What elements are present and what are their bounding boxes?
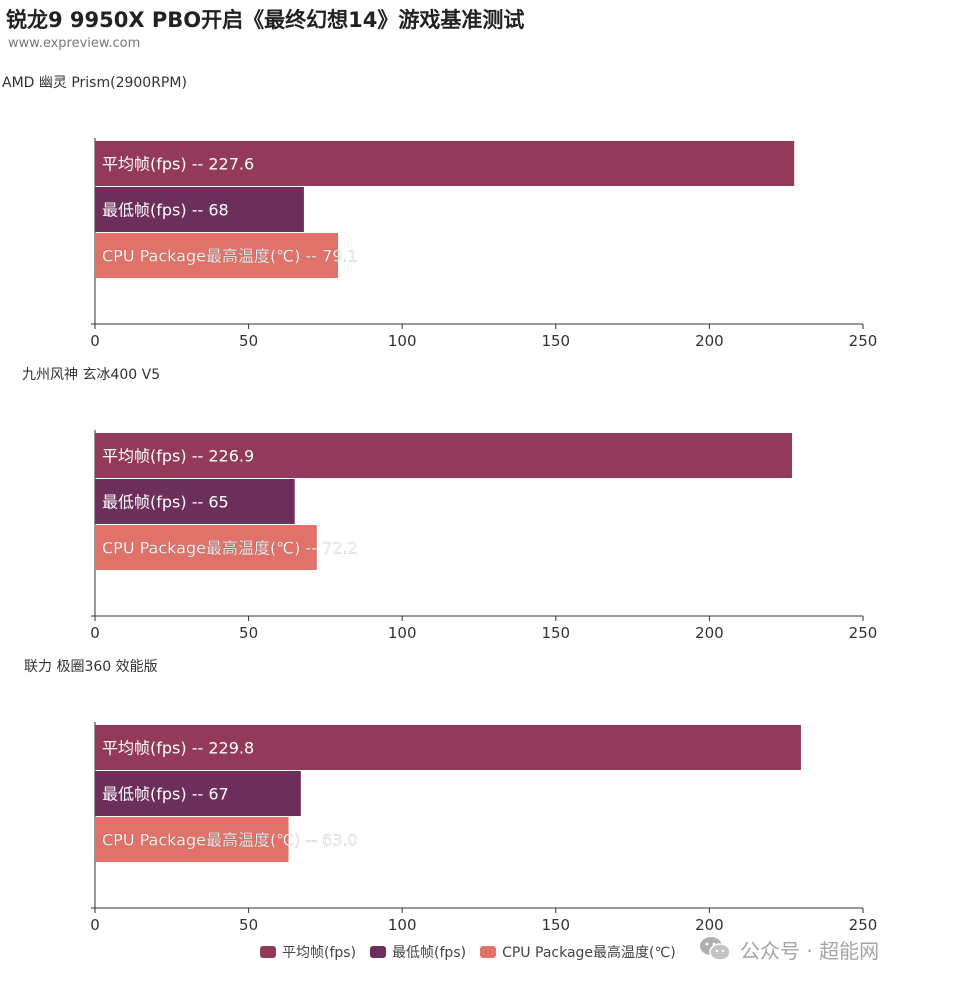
- legend-label-avg-fps: 平均帧(fps): [282, 945, 357, 961]
- x-tick-label: 250: [849, 332, 878, 350]
- bar-min-fps[interactable]: [95, 771, 301, 816]
- bar-cpu-temp[interactable]: [95, 233, 338, 278]
- watermark-text: 公众号 · 超能网: [740, 938, 880, 963]
- bar-label-cpu-temp: CPU Package最高温度(℃) -- 72.2: [102, 539, 358, 558]
- x-tick-label: 150: [541, 332, 570, 350]
- legend-swatch-cpu-temp: [480, 946, 497, 958]
- x-tick-label: 250: [849, 916, 878, 934]
- x-tick-label: 0: [90, 332, 100, 350]
- watermark: 公众号 · 超能网: [698, 934, 879, 964]
- x-tick-label: 150: [541, 916, 570, 934]
- chart-title-main: 锐龙9 9950X PBO开启《最终幻想14》游戏基准测试: [6, 8, 525, 32]
- x-tick-label: 100: [388, 916, 417, 934]
- subchart-title: AMD 幽灵 Prism(2900RPM): [2, 75, 187, 91]
- bar-cpu-temp[interactable]: [95, 525, 317, 570]
- bar-label-avg-fps: 平均帧(fps) -- 227.6: [102, 155, 254, 174]
- subchart-3: 联力 极圈360 效能版 0 50 100 150 200 250 平均帧(fps) -- 2…: [0, 652, 960, 944]
- bar-label-cpu-temp: CPU Package最高温度(℃) -- 79.1: [102, 247, 358, 266]
- bar-cpu-temp[interactable]: [95, 817, 289, 862]
- x-tick-label: 50: [239, 332, 258, 350]
- subchart-plot: 0 50 100 150 200 250 平均帧(fps) -- 227.6 最低帧(fps)…: [90, 138, 878, 350]
- bar-label-avg-fps: 平均帧(fps) -- 226.9: [102, 447, 254, 466]
- bar-label-min-fps: 最低帧(fps) -- 65: [102, 493, 229, 512]
- legend-label-cpu-temp: CPU Package最高温度(℃): [502, 945, 676, 961]
- legend-item-avg-fps[interactable]: 平均帧(fps): [260, 942, 356, 962]
- subchart-plot: 0 50 100 150 200 250 平均帧(fps) -- 226.9 最低帧(fps)…: [90, 430, 878, 642]
- bar-label-avg-fps: 平均帧(fps) -- 229.8: [102, 739, 254, 758]
- x-tick-label: 50: [239, 624, 258, 642]
- x-tick-label: 0: [90, 624, 100, 642]
- subchart-plot: 0 50 100 150 200 250 平均帧(fps) -- 229.8 最低帧(fps)…: [90, 722, 878, 934]
- x-tick-label: 100: [388, 624, 417, 642]
- x-tick-label: 200: [695, 332, 724, 350]
- subchart-1: AMD 幽灵 Prism(2900RPM) 0 50 100 150 200 250 平均帧(…: [0, 68, 960, 360]
- bar-min-fps[interactable]: [95, 479, 295, 524]
- bar-label-cpu-temp: CPU Package最高温度(℃) -- 63.0: [102, 831, 358, 850]
- subchart-2: 九州风神 玄冰400 V5 0 50 100 150 200 250 平均帧(fps) -- …: [0, 360, 960, 652]
- wechat-icon: [700, 937, 731, 961]
- legend-label-min-fps: 最低帧(fps): [392, 945, 467, 961]
- x-tick-label: 250: [849, 624, 878, 642]
- subchart-title: 联力 极圈360 效能版: [24, 659, 158, 675]
- chart-subtitle-source: www.expreview.com: [8, 36, 141, 51]
- bar-avg-fps[interactable]: [95, 725, 801, 770]
- bar-min-fps[interactable]: [95, 187, 304, 232]
- bar-avg-fps[interactable]: [95, 433, 793, 478]
- bar-label-min-fps: 最低帧(fps) -- 68: [102, 201, 229, 220]
- bar-label-min-fps: 最低帧(fps) -- 67: [102, 785, 229, 804]
- x-tick-label: 200: [695, 916, 724, 934]
- subchart-title: 九州风神 玄冰400 V5: [22, 367, 161, 383]
- x-tick-label: 50: [239, 916, 258, 934]
- legend-item-min-fps[interactable]: 最低帧(fps): [370, 942, 466, 962]
- bar-avg-fps[interactable]: [95, 141, 795, 186]
- chart-legend: 平均帧(fps) 最低帧(fps) CPU Package最高温度(℃): [260, 942, 690, 962]
- legend-swatch-min-fps: [370, 946, 387, 958]
- x-tick-label: 100: [388, 332, 417, 350]
- x-tick-label: 150: [541, 624, 570, 642]
- x-tick-label: 200: [695, 624, 724, 642]
- x-tick-label: 0: [90, 916, 100, 934]
- legend-swatch-avg-fps: [260, 946, 276, 958]
- legend-item-cpu-temp[interactable]: CPU Package最高温度(℃): [480, 942, 676, 962]
